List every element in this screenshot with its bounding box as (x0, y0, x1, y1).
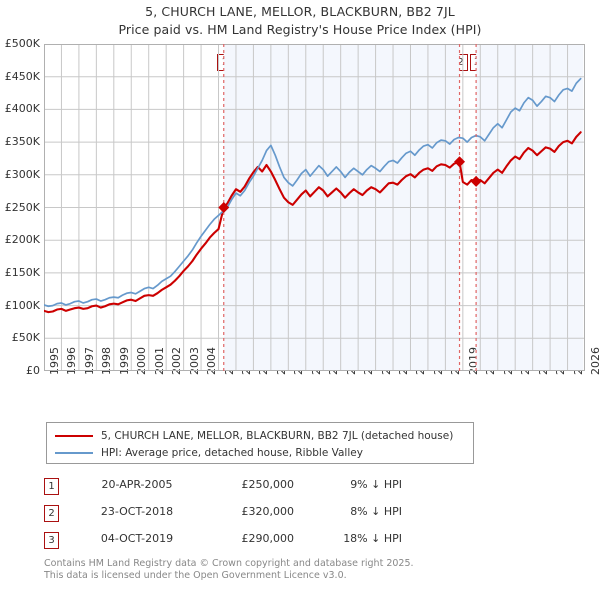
table-row[interactable]: 3 04-OCT-2019 £290,000 18% ↓ HPI (44, 532, 464, 550)
transaction-hpi-delta: 18% ↓ HPI (343, 532, 402, 545)
series-line (44, 77, 582, 308)
y-axis-tick-label: £250K (4, 200, 40, 214)
transaction-marker[interactable] (470, 175, 482, 187)
legend-item-property: 5, CHURCH LANE, MELLOR, BLACKBURN, BB2 7… (55, 428, 465, 443)
transaction-marker[interactable] (454, 156, 466, 168)
series-line (44, 131, 582, 314)
legend-swatch-property (55, 434, 93, 437)
transaction-marker[interactable] (218, 202, 230, 213)
y-axis-tick-label: £50K (11, 331, 40, 345)
footer-line-2: This data is licensed under the Open Gov… (44, 570, 347, 581)
y-axis-tick-label: £150K (4, 265, 40, 279)
transaction-hpi-delta: 8% ↓ HPI (350, 505, 402, 518)
legend-item-hpi: HPI: Average price, detached house, Ribb… (55, 445, 465, 460)
y-axis-tick-label: £400K (4, 102, 40, 116)
chart-svg (44, 44, 585, 371)
price-chart (44, 44, 585, 371)
transaction-hpi-delta: 9% ↓ HPI (350, 478, 402, 491)
page-subtitle: Price paid vs. HM Land Registry's House … (118, 22, 482, 37)
legend-swatch-hpi (55, 451, 93, 454)
plot-frame (44, 44, 585, 371)
legend-label-property: 5, CHURCH LANE, MELLOR, BLACKBURN, BB2 7… (101, 429, 454, 442)
transaction-price: £320,000 (241, 505, 295, 518)
y-axis-tick-label: £100K (4, 298, 40, 312)
transaction-price: £250,000 (241, 478, 295, 491)
transaction-date: 04-OCT-2019 (100, 532, 174, 545)
page-title: 5, CHURCH LANE, MELLOR, BLACKBURN, BB2 7… (145, 4, 455, 19)
transaction-index-badge: 3 (44, 532, 59, 549)
footer-attribution: Contains HM Land Registry data © Crown c… (44, 558, 414, 582)
x-axis-tick-label: 2026 (589, 347, 600, 375)
y-axis-tick-label: £500K (4, 37, 40, 50)
y-axis-tick-label: £300K (4, 167, 40, 181)
footer-line-1: Contains HM Land Registry data © Crown c… (44, 558, 414, 569)
y-axis-tick-label: £0 (26, 364, 40, 377)
transaction-index-badge: 1 (44, 478, 59, 495)
transaction-index-badge: 2 (44, 505, 59, 522)
y-axis-tick-label: £200K (4, 233, 40, 247)
table-row[interactable]: 2 23-OCT-2018 £320,000 8% ↓ HPI (44, 505, 464, 523)
y-axis-tick-label: £450K (4, 69, 40, 83)
legend-label-hpi: HPI: Average price, detached house, Ribb… (101, 446, 363, 459)
transaction-price: £290,000 (241, 532, 295, 545)
chart-legend: 5, CHURCH LANE, MELLOR, BLACKBURN, BB2 7… (46, 422, 474, 464)
y-axis-tick-label: £350K (4, 135, 40, 149)
table-row[interactable]: 1 20-APR-2005 £250,000 9% ↓ HPI (44, 478, 464, 496)
transaction-date: 23-OCT-2018 (100, 505, 174, 518)
transaction-date: 20-APR-2005 (101, 478, 173, 491)
